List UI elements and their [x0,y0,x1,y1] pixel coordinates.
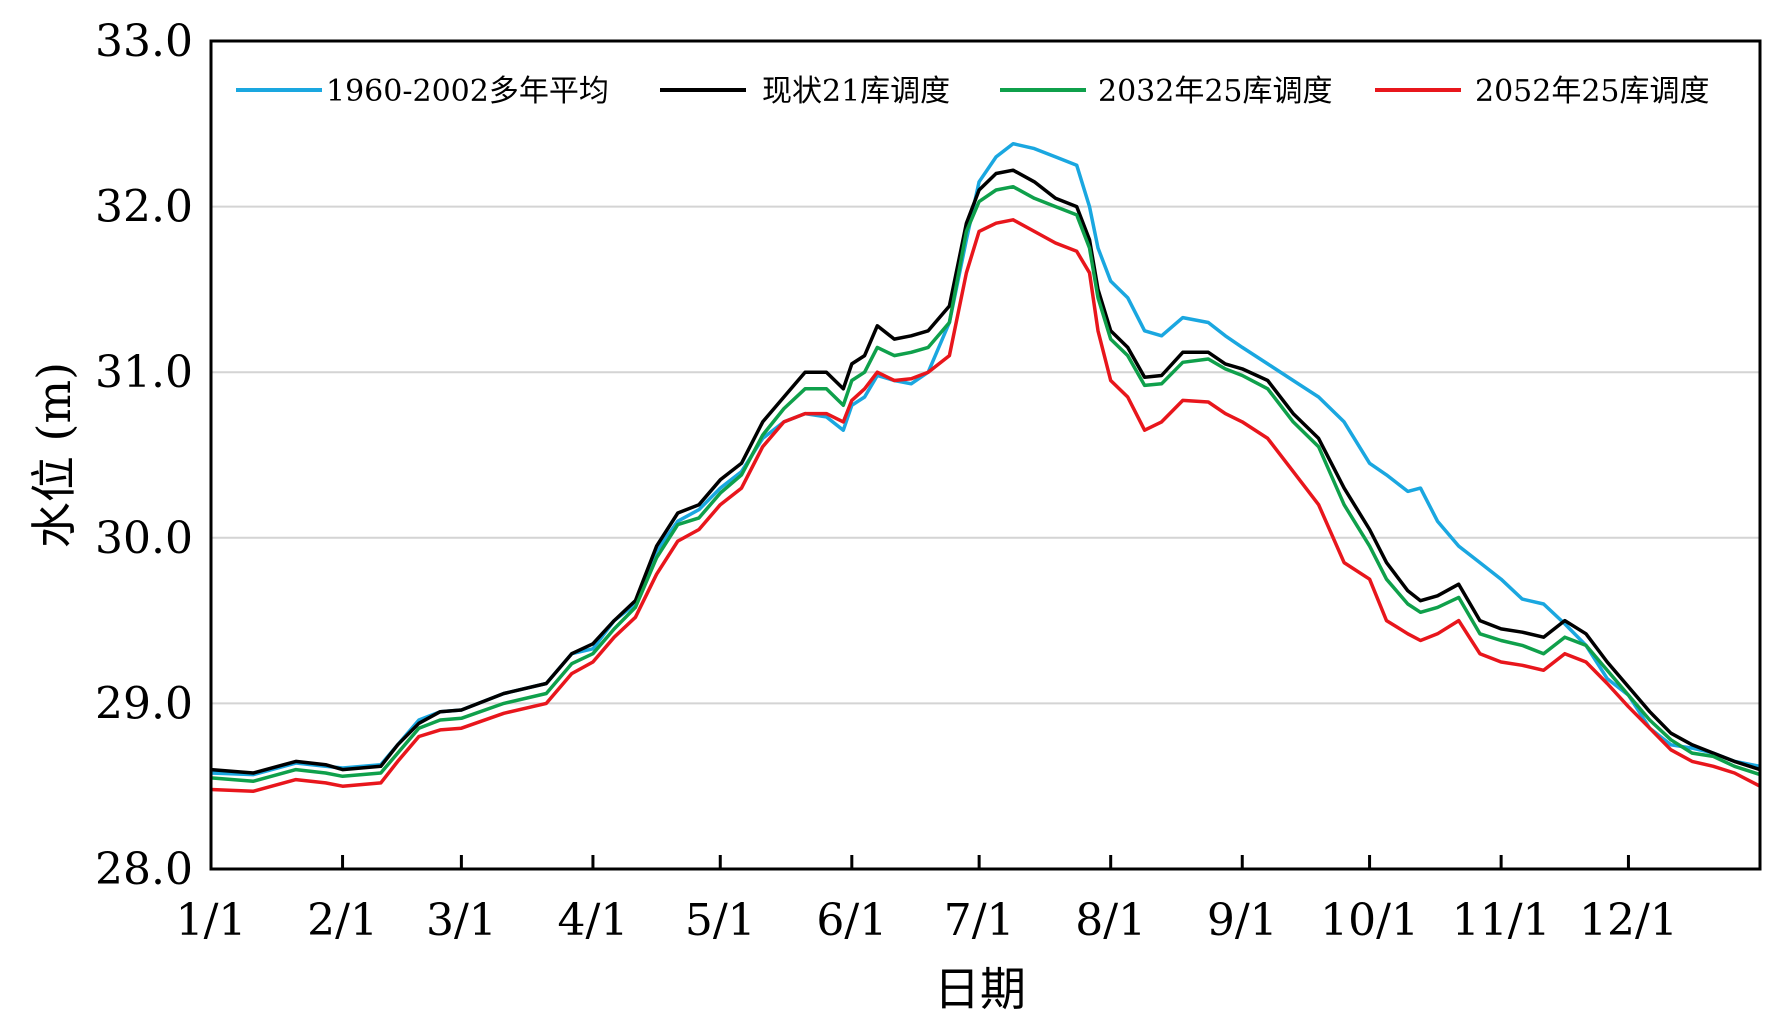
x-tick-label: 12/1 [1579,895,1678,946]
y-tick-label: 33.0 [95,16,193,67]
series-line-1 [210,141,1761,777]
grid-lines [211,205,1760,705]
x-tick-label: 7/1 [944,895,1015,946]
x-tick-label: 11/1 [1452,895,1551,946]
legend-label: 1960-2002多年平均 [326,74,609,109]
axes [209,39,1762,871]
x-tick-label: 6/1 [816,895,887,946]
x-tick-label: 5/1 [685,895,756,946]
y-tick-label: 32.0 [95,182,193,233]
legend: 1960-2002多年平均 现状21库调度 2032年25库调度 2052年25库调度 [236,74,1710,109]
series-line-3 [210,184,1761,783]
x-tick-label: 4/1 [558,895,629,946]
x-tick-label: 2/1 [307,895,378,946]
y-tick-label: 28.0 [95,844,193,895]
series-lines [210,141,1761,793]
x-tick-label: 3/1 [426,895,497,946]
legend-label: 2052年25库调度 [1475,74,1710,109]
y-tick-label: 29.0 [95,678,193,729]
y-tick-label: 31.0 [95,347,193,398]
x-tick-label: 10/1 [1320,895,1419,946]
x-axis-title: 日期 [934,962,1026,1016]
series-line-4 [210,218,1761,793]
series-line-2 [210,168,1761,775]
plot-frame [209,39,1762,871]
x-tick-label: 1/1 [176,895,247,946]
x-tick-label: 8/1 [1075,895,1146,946]
y-axis-title: 水位 (m) [27,362,81,548]
y-tick-label: 30.0 [95,513,193,564]
y-tick-labels: 33.0 32.0 31.0 30.0 29.0 28.0 [95,16,193,895]
legend-label: 现状21库调度 [762,74,950,109]
legend-label: 2032年25库调度 [1098,74,1333,109]
x-tick-label: 9/1 [1207,895,1278,946]
x-tick-labels: 1/1 2/1 3/1 4/1 5/1 6/1 7/1 8/1 9/1 10/1 11/1 12/1 [176,895,1678,946]
